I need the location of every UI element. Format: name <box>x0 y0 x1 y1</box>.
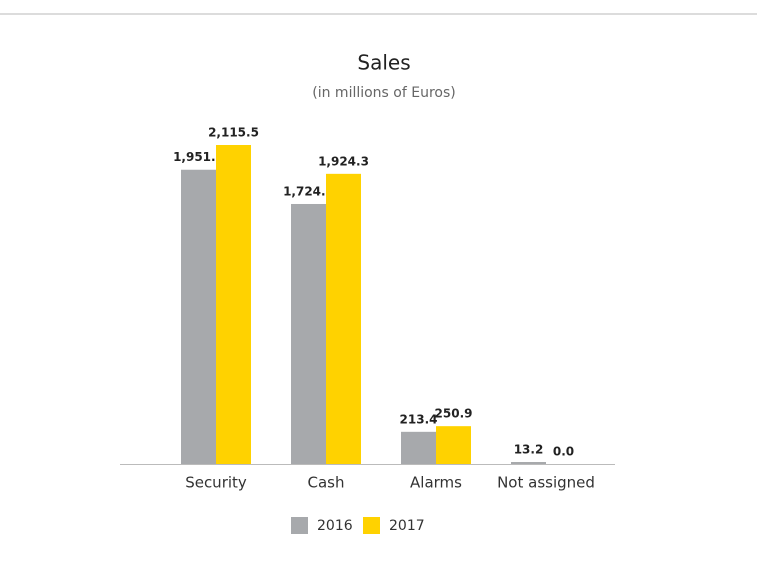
legend-swatch <box>291 517 308 534</box>
bar <box>511 462 546 464</box>
bar <box>401 431 436 464</box>
value-label: 13.2 <box>514 443 544 457</box>
bar <box>181 169 216 464</box>
x-tick-label: Alarms <box>410 474 462 492</box>
value-label: 213.4 <box>400 412 438 426</box>
x-tick-label: Cash <box>308 474 345 492</box>
legend-swatch <box>363 517 380 534</box>
value-label: 250.9 <box>435 407 473 421</box>
chart-subtitle: (in millions of Euros) <box>312 85 456 101</box>
value-label: 1,924.3 <box>318 154 369 168</box>
bar <box>291 203 326 464</box>
bar <box>216 145 251 464</box>
legend-label: 2016 <box>317 518 353 534</box>
value-label: 1,951.4 <box>173 150 224 164</box>
x-tick-label: Not assigned <box>497 474 595 492</box>
chart-title: Sales <box>357 51 410 75</box>
value-label: 1,724.3 <box>283 184 334 198</box>
value-label: 2,115.5 <box>208 126 259 140</box>
value-label: 0.0 <box>553 445 574 459</box>
legend-label: 2017 <box>389 518 425 534</box>
bar <box>436 426 471 464</box>
bar <box>326 173 361 464</box>
x-tick-label: Security <box>185 474 247 492</box>
